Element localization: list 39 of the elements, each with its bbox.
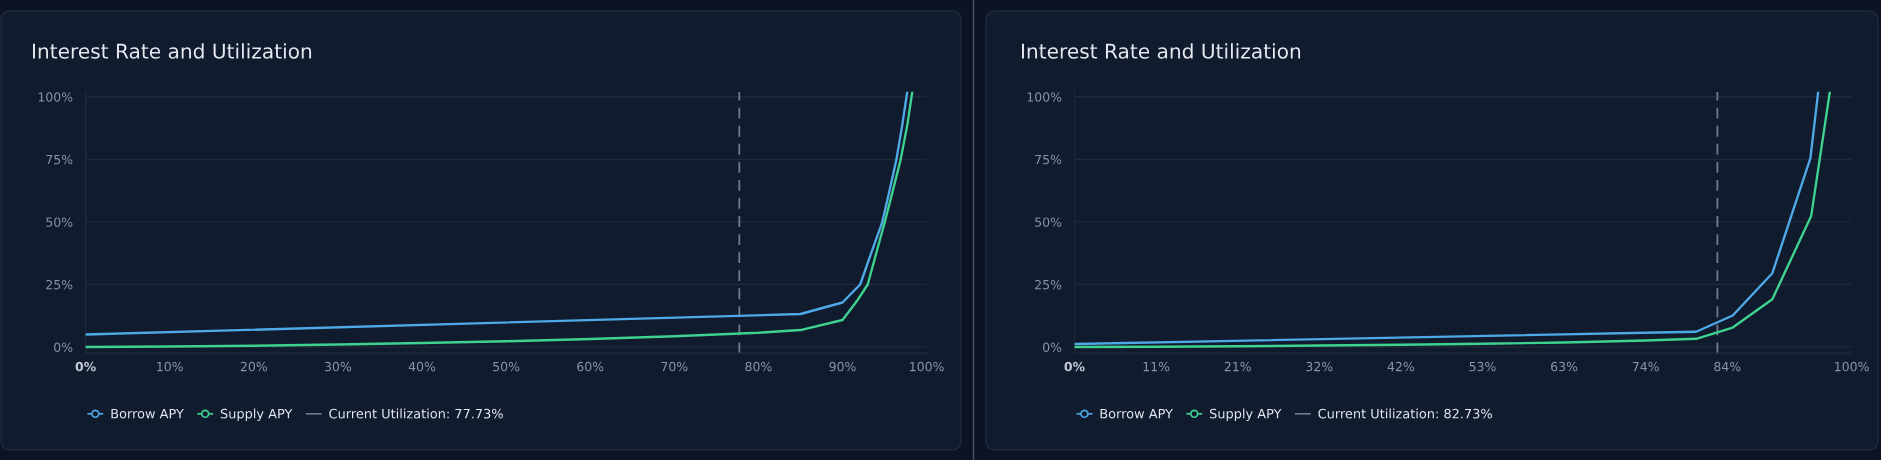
x-tick-label: 11% (1143, 361, 1170, 372)
y-tick-label: 50% (46, 217, 73, 227)
y-tick-label: 75% (46, 154, 73, 165)
x-tick-label: 0% (1064, 361, 1085, 372)
x-tick-label: 10% (157, 361, 183, 372)
x-tick-label: 80% (745, 361, 772, 372)
x-tick-label: 90% (829, 361, 856, 372)
x-tick-label: 74% (1632, 361, 1659, 372)
x-tick-label: 84% (1714, 361, 1741, 372)
y-tick-label: 50% (1035, 217, 1062, 227)
x-tick-label: 70% (661, 361, 688, 372)
x-tick-label: 53% (1469, 361, 1496, 372)
x-tick-label: 100% (1835, 361, 1869, 372)
legend-label: Supply APY (1209, 408, 1282, 421)
x-tick-label: 63% (1551, 361, 1578, 372)
x-tick-label: 0% (75, 361, 96, 372)
y-tick-label: 75% (1035, 154, 1062, 165)
x-tick-label: 21% (1224, 361, 1251, 372)
y-tick-label: 0% (54, 342, 73, 352)
y-tick-label: 100% (1027, 92, 1062, 102)
x-tick-label: 50% (493, 361, 520, 372)
x-tick-label: 20% (240, 361, 267, 372)
x-tick-label: 40% (408, 361, 436, 372)
y-tick-label: 25% (1035, 279, 1062, 290)
legend-label: Current Utilization: 82.73% (1318, 408, 1492, 419)
legend-label: Borrow APY (1100, 408, 1173, 419)
x-tick-label: 42% (1387, 361, 1415, 372)
chart-title: Interest Rate and Utilization (32, 43, 312, 59)
x-tick-label: 30% (324, 361, 352, 372)
y-tick-label: 25% (46, 279, 73, 290)
x-tick-label: 60% (577, 361, 604, 372)
legend-label: Current Utilization: 77.73% (329, 408, 503, 419)
y-tick-label: 0% (1042, 342, 1062, 352)
x-tick-label: 32% (1306, 361, 1333, 372)
legend-label: Supply APY (220, 408, 293, 421)
chart-title: Interest Rate and Utilization (1021, 43, 1301, 59)
x-tick-label: 100% (910, 361, 944, 372)
y-tick-label: 100% (38, 92, 73, 102)
legend-label: Borrow APY (111, 408, 184, 419)
